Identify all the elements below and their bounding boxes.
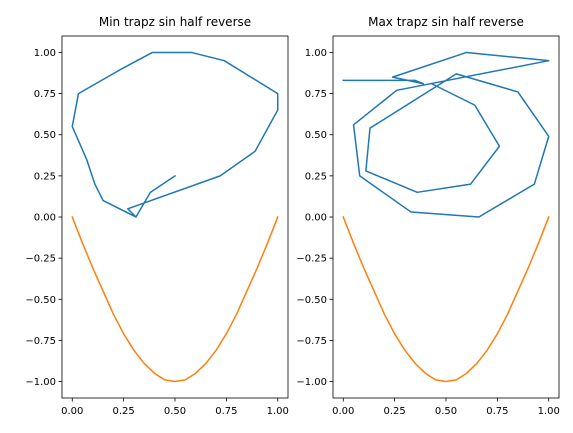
left-series-line-2 xyxy=(71,216,279,383)
left-x-tick-label: 0.75 xyxy=(215,406,237,417)
right-x-tick-label: 1.00 xyxy=(538,406,560,417)
right-y-tick-label: 0.75 xyxy=(305,89,327,100)
right-series-line-1 xyxy=(342,51,550,218)
left-subplot: 0.00 0.25 0.50 0.75 1.00 −1.00 −0.75 −0.50 −0.25… xyxy=(25,15,289,417)
left-y-tick-label: 0.50 xyxy=(34,130,56,141)
right-x-tick-label: 0.00 xyxy=(332,406,354,417)
left-y-tick-label: 0.00 xyxy=(34,213,56,224)
right-y-tick-label: 1.00 xyxy=(305,48,327,59)
left-chart-title: Min trapz sin half reverse xyxy=(99,15,251,29)
left-y-tick-label: −0.50 xyxy=(25,295,56,306)
left-x-tick-label: 0.00 xyxy=(61,406,83,417)
right-y-tick-label: −1.00 xyxy=(296,377,327,388)
left-x-tick-label: 0.25 xyxy=(113,406,135,417)
left-y-tick-label: −1.00 xyxy=(25,377,56,388)
right-subplot: 0.00 0.25 0.50 0.75 1.00 −1.00 −0.75 −0.50 −0.25… xyxy=(296,15,560,417)
right-series-line-2 xyxy=(342,216,550,383)
left-y-tick-label: −0.75 xyxy=(25,336,56,347)
right-x-tick-label: 0.75 xyxy=(486,406,508,417)
right-x-tick-label: 0.25 xyxy=(384,406,406,417)
right-y-tick-label: 0.50 xyxy=(305,130,327,141)
right-y-tick-label: 0.25 xyxy=(305,171,327,182)
left-y-tick-label: −0.25 xyxy=(25,254,56,265)
right-y-tick-label: −0.25 xyxy=(296,254,327,265)
left-x-tick-label: 0.50 xyxy=(164,406,186,417)
left-y-tick-label: 1.00 xyxy=(34,48,56,59)
right-y-tick-label: −0.75 xyxy=(296,336,327,347)
right-x-tick-label: 0.50 xyxy=(435,406,457,417)
right-y-tick-label: −0.50 xyxy=(296,295,327,306)
left-x-tick-label: 1.00 xyxy=(267,406,289,417)
left-y-tick-label: 0.75 xyxy=(34,89,56,100)
right-y-tick-label: 0.00 xyxy=(305,213,327,224)
left-y-tick-label: 0.25 xyxy=(34,171,56,182)
right-chart-title: Max trapz sin half reverse xyxy=(368,15,524,29)
left-series-line-1 xyxy=(71,51,279,219)
